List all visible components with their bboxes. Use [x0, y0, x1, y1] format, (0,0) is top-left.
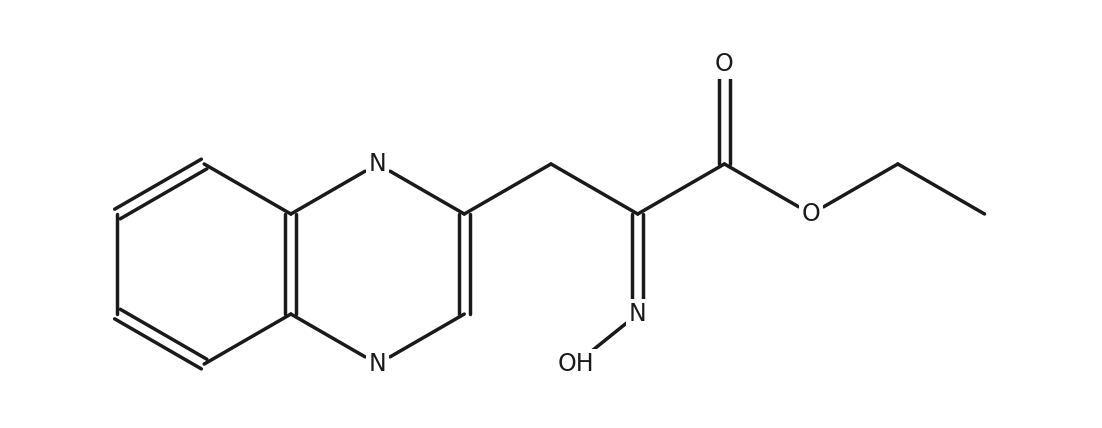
Text: OH: OH [558, 352, 594, 376]
Text: N: N [369, 352, 387, 376]
Text: N: N [629, 302, 647, 326]
Text: O: O [715, 52, 734, 76]
Text: O: O [802, 202, 821, 226]
Text: N: N [369, 152, 387, 176]
